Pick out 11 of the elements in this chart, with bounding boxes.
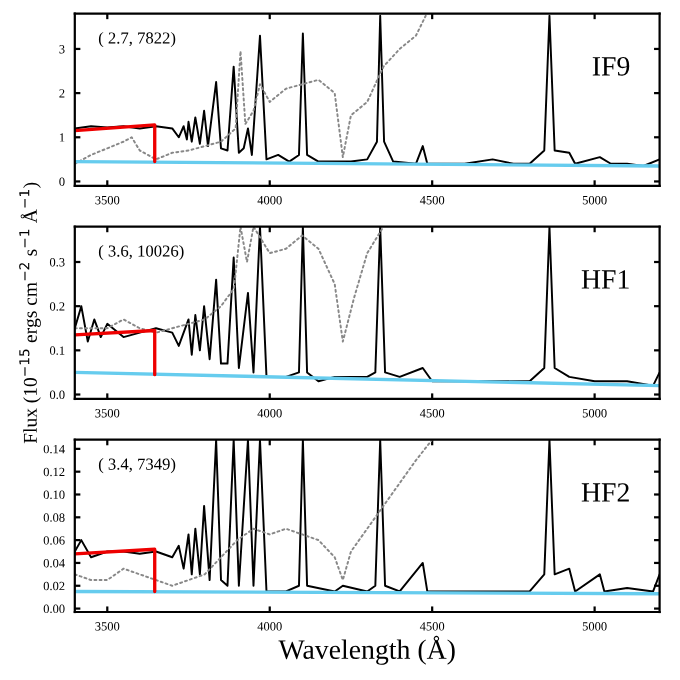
annotation: ( 3.6, 10026) [98, 244, 184, 261]
annotation: ( 3.4, 7349) [98, 458, 176, 474]
x-axis-title: Wavelength (Å) [278, 635, 455, 665]
annotation: IF9 [592, 57, 630, 76]
line-series [74, 439, 434, 587]
annotation: HF1 [581, 270, 629, 289]
annotation: HF2 [581, 483, 629, 502]
text: Flux (10$^{−15}$ ergs cm$^{−2}$ s$^{−1}$ Å$^{−1}$) [19, 182, 41, 444]
line-series [74, 14, 427, 165]
line-series [74, 226, 385, 343]
annotation: ( 2.7, 7822) [98, 31, 176, 47]
